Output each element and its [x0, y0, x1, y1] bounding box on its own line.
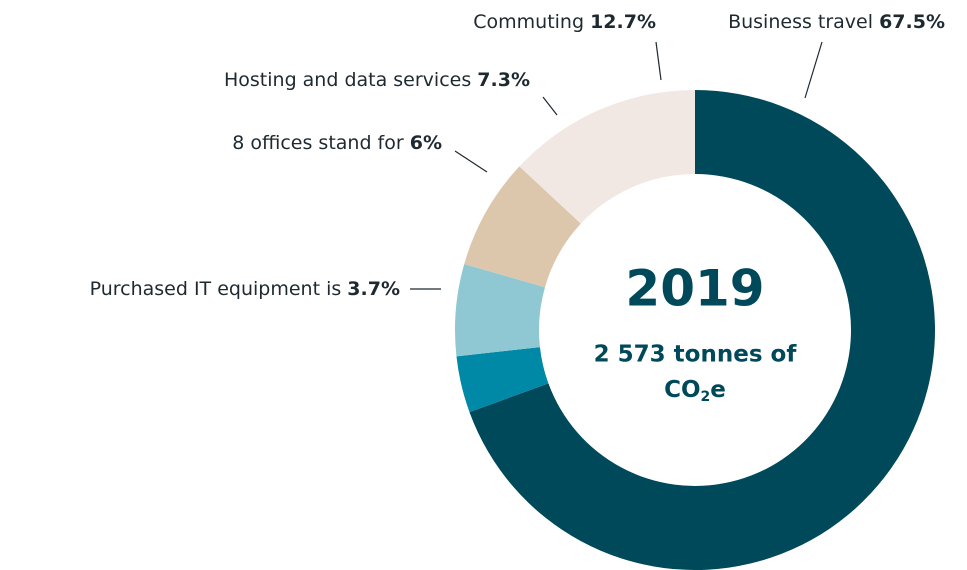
slice-label: Business travel 67.5% [728, 11, 945, 33]
unit-base: CO [664, 377, 700, 403]
label-name: Purchased IT equipment is [90, 278, 342, 300]
slice [456, 347, 549, 413]
center-title: 2019 [625, 260, 764, 318]
slice-label: Hosting and data services 7.3% [224, 69, 530, 91]
slice [455, 264, 545, 357]
label-value: 3.7% [347, 278, 400, 300]
unit-end: e [710, 377, 726, 403]
slice [469, 90, 936, 570]
label-value: 6% [410, 132, 442, 154]
slice-label: Commuting 12.7% [473, 11, 656, 33]
slice [464, 166, 581, 288]
slice [519, 90, 695, 224]
center-subtitle: 2 573 tonnes of [594, 342, 798, 368]
label-name: Business travel [728, 11, 873, 33]
label-name: 8 offices stand for [232, 132, 404, 154]
slice-label: Purchased IT equipment is 3.7% [90, 278, 400, 300]
leader-line [454, 150, 488, 173]
slice-label: 8 offices stand for 6% [232, 132, 442, 154]
unit-sub: 2 [701, 389, 711, 405]
label-name: Hosting and data services [224, 69, 471, 91]
leader-line [804, 41, 823, 99]
label-name: Commuting [473, 11, 584, 33]
leader-line [542, 96, 558, 116]
label-value: 7.3% [477, 69, 530, 91]
label-value: 12.7% [590, 11, 656, 33]
donut [455, 90, 936, 570]
center-unit: CO2e [664, 377, 726, 406]
leader-line [655, 41, 662, 81]
label-value: 67.5% [879, 11, 945, 33]
